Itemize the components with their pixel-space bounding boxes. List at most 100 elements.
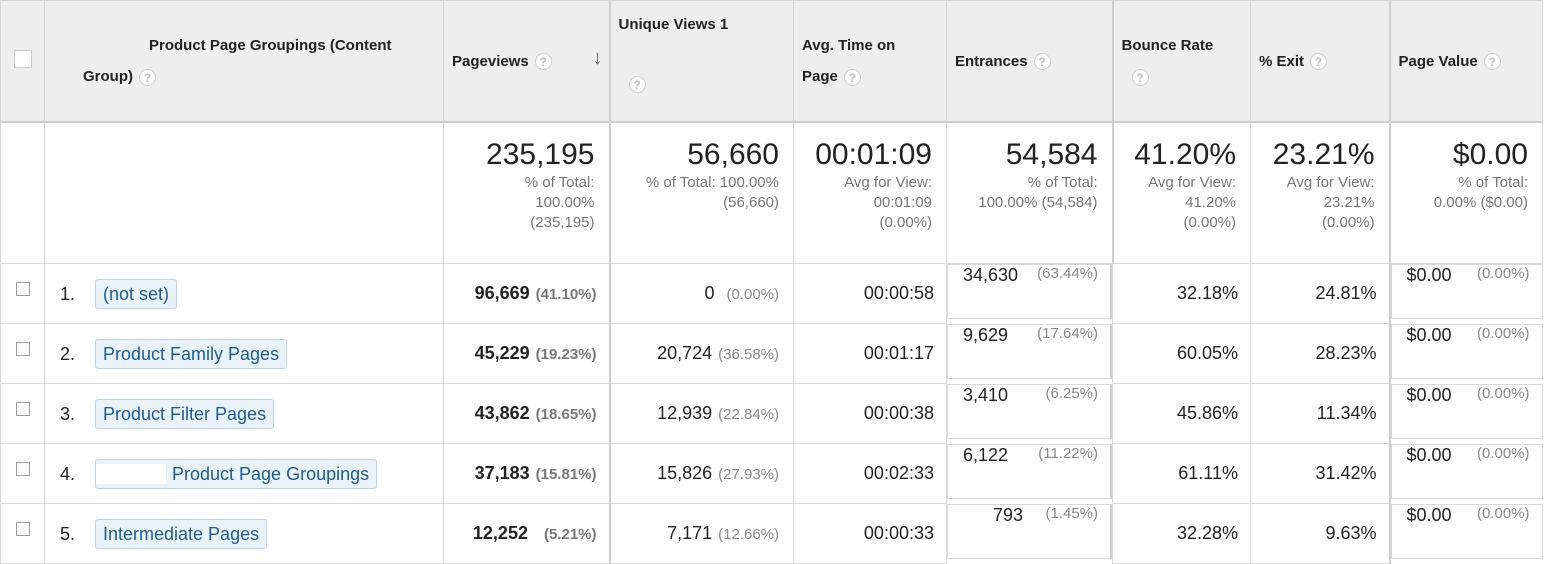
dimension-cell: 1. (not set): [44, 263, 444, 324]
avg-time-value: 00:02:33: [863, 463, 934, 483]
page-value-cell: $0.00 (0.00%): [1390, 503, 1543, 559]
dimension-link[interactable]: Product Family Pages: [95, 338, 288, 369]
help-icon[interactable]: ?: [843, 68, 861, 86]
totals-entrances: 54,584 % of Total: 100.00% (54,584): [946, 121, 1114, 264]
exit-cell: 24.81%: [1250, 263, 1391, 324]
total-note: 100.00% (54,584): [978, 194, 1098, 211]
header-bounce-rate-label: Bounce Rate: [1121, 37, 1214, 54]
page-value-value: $0.00: [1406, 265, 1452, 285]
header-avg-time-line2: Page: [802, 68, 838, 85]
row-checkbox[interactable]: [15, 342, 30, 356]
total-value: 23.21%: [1272, 138, 1375, 171]
unique-views-percent: (27.93%): [718, 466, 779, 483]
entrances-cell: 793 (1.45%): [947, 503, 1112, 559]
unique-views-value: 12,939: [657, 403, 713, 423]
bounce-rate-value: 32.18%: [1176, 283, 1238, 303]
pageviews-percent: (5.21%): [543, 526, 597, 543]
header-unique-views[interactable]: Unique Views 1 ?: [609, 0, 794, 123]
bounce-rate-value: 45.86%: [1176, 403, 1238, 423]
header-entrances[interactable]: Entrances?: [946, 0, 1114, 123]
total-note: % of Total: 100.00%: [645, 174, 779, 191]
entrances-value: 3,410: [963, 384, 1009, 405]
entrances-percent: (63.44%): [1037, 265, 1098, 282]
bounce-rate-cell: 32.18%: [1112, 263, 1251, 324]
exit-cell: 28.23%: [1250, 323, 1391, 384]
pageviews-percent: (41.10%): [535, 286, 597, 303]
total-note: 0.00% ($0.00): [1433, 194, 1528, 211]
total-value: 54,584: [1005, 138, 1098, 171]
total-note: (0.00%): [879, 214, 932, 231]
total-note: % of Total:: [1458, 174, 1528, 191]
bounce-rate-value: 32.28%: [1176, 523, 1238, 543]
help-icon[interactable]: ?: [1131, 68, 1149, 86]
unique-views-cell: 7,171 (12.66%): [609, 503, 794, 564]
entrances-percent: (17.64%): [1037, 324, 1098, 342]
page-value-cell: $0.00 (0.00%): [1390, 264, 1543, 319]
pageviews-value: 12,252: [472, 523, 528, 543]
unique-views-cell: 12,939 (22.84%): [609, 383, 794, 444]
row-checkbox[interactable]: [15, 462, 30, 476]
dimension-link[interactable]: Product Filter Pages: [95, 398, 275, 429]
header-pageviews[interactable]: Pageviews? ↓: [443, 0, 611, 123]
totals-bounce-rate: 41.20% Avg for View: 41.20% (0.00%): [1112, 121, 1251, 264]
header-page-value-label: Page Value: [1398, 52, 1478, 70]
row-checkbox[interactable]: [15, 402, 30, 416]
total-note: Avg for View:: [1286, 174, 1375, 191]
unique-views-percent: (36.58%): [718, 346, 779, 363]
exit-cell: 31.42%: [1250, 443, 1391, 504]
pageviews-percent: (19.23%): [535, 346, 597, 363]
totals-avg-time: 00:01:09 Avg for View: 00:01:09 (0.00%): [793, 121, 947, 264]
dimension-link[interactable]: Product Page Groupings: [95, 458, 378, 489]
unique-views-value: 20,724: [657, 343, 713, 363]
total-value: $0.00: [1452, 138, 1528, 171]
entrances-percent: (6.25%): [1045, 384, 1098, 402]
table-row: 3. Product Filter Pages 43,862 (18.65%) 12…: [0, 383, 1543, 444]
pageviews-value: 37,183: [474, 463, 530, 483]
sort-desc-icon[interactable]: ↓: [592, 46, 603, 69]
totals-unique-views: 56,660 % of Total: 100.00% (56,660): [609, 121, 794, 264]
help-icon[interactable]: ?: [1310, 53, 1328, 71]
total-note: 00:01:09: [873, 194, 932, 211]
dimension-link[interactable]: Intermediate Pages: [95, 518, 268, 549]
pageviews-percent: (15.81%): [535, 466, 597, 483]
avg-time-value: 00:00:33: [863, 523, 934, 543]
help-icon[interactable]: ?: [139, 68, 156, 86]
unique-views-value: 0: [704, 283, 715, 303]
entrances-cell: 34,630 (63.44%): [947, 264, 1112, 319]
exit-value: 9.63%: [1325, 523, 1377, 543]
header-exit[interactable]: % Exit?: [1250, 0, 1391, 123]
page-value-percent: (0.00%): [1476, 265, 1530, 282]
unique-views-percent: (0.00%): [726, 286, 779, 303]
help-icon[interactable]: ?: [1483, 53, 1501, 71]
unique-views-percent: (12.66%): [718, 526, 779, 543]
bounce-rate-cell: 45.86%: [1112, 383, 1251, 444]
help-icon[interactable]: ?: [628, 75, 646, 93]
avg-time-cell: 00:01:17: [793, 323, 947, 384]
help-icon[interactable]: ?: [1033, 53, 1051, 71]
total-note: (235,195): [530, 214, 595, 231]
header-avg-time[interactable]: Avg. Time on Page?: [793, 0, 947, 123]
header-bounce-rate[interactable]: Bounce Rate ?: [1112, 0, 1251, 123]
header-page-value[interactable]: Page Value?: [1389, 0, 1543, 123]
avg-time-value: 00:00:38: [863, 403, 934, 423]
header-pageviews-label: Pageviews: [452, 52, 529, 70]
header-dimension-line1: Product Page Groupings (Content: [149, 37, 392, 54]
totals-row: 235,195 % of Total: 100.00% (235,195) 56…: [0, 121, 1543, 264]
row-checkbox[interactable]: [15, 282, 30, 296]
select-all-checkbox[interactable]: [13, 50, 32, 68]
exit-cell: 11.34%: [1250, 383, 1391, 444]
dimension-cell: 3. Product Filter Pages: [44, 383, 444, 444]
row-select-cell: [0, 503, 45, 564]
unique-views-value: 7,171: [667, 523, 713, 543]
row-index: 4.: [59, 463, 75, 484]
page-value-percent: (0.00%): [1476, 504, 1530, 522]
totals-empty-cell: [0, 121, 45, 264]
dimension-link[interactable]: (not set): [95, 278, 178, 309]
total-note: 41.20%: [1185, 194, 1236, 211]
row-index: 1.: [59, 283, 75, 304]
row-checkbox[interactable]: [15, 522, 30, 536]
help-icon[interactable]: ?: [534, 53, 552, 71]
entrances-percent: (1.45%): [1045, 504, 1098, 522]
exit-value: 28.23%: [1315, 343, 1377, 363]
header-dimension[interactable]: Product Page Groupings (Content Group)?: [44, 0, 444, 123]
